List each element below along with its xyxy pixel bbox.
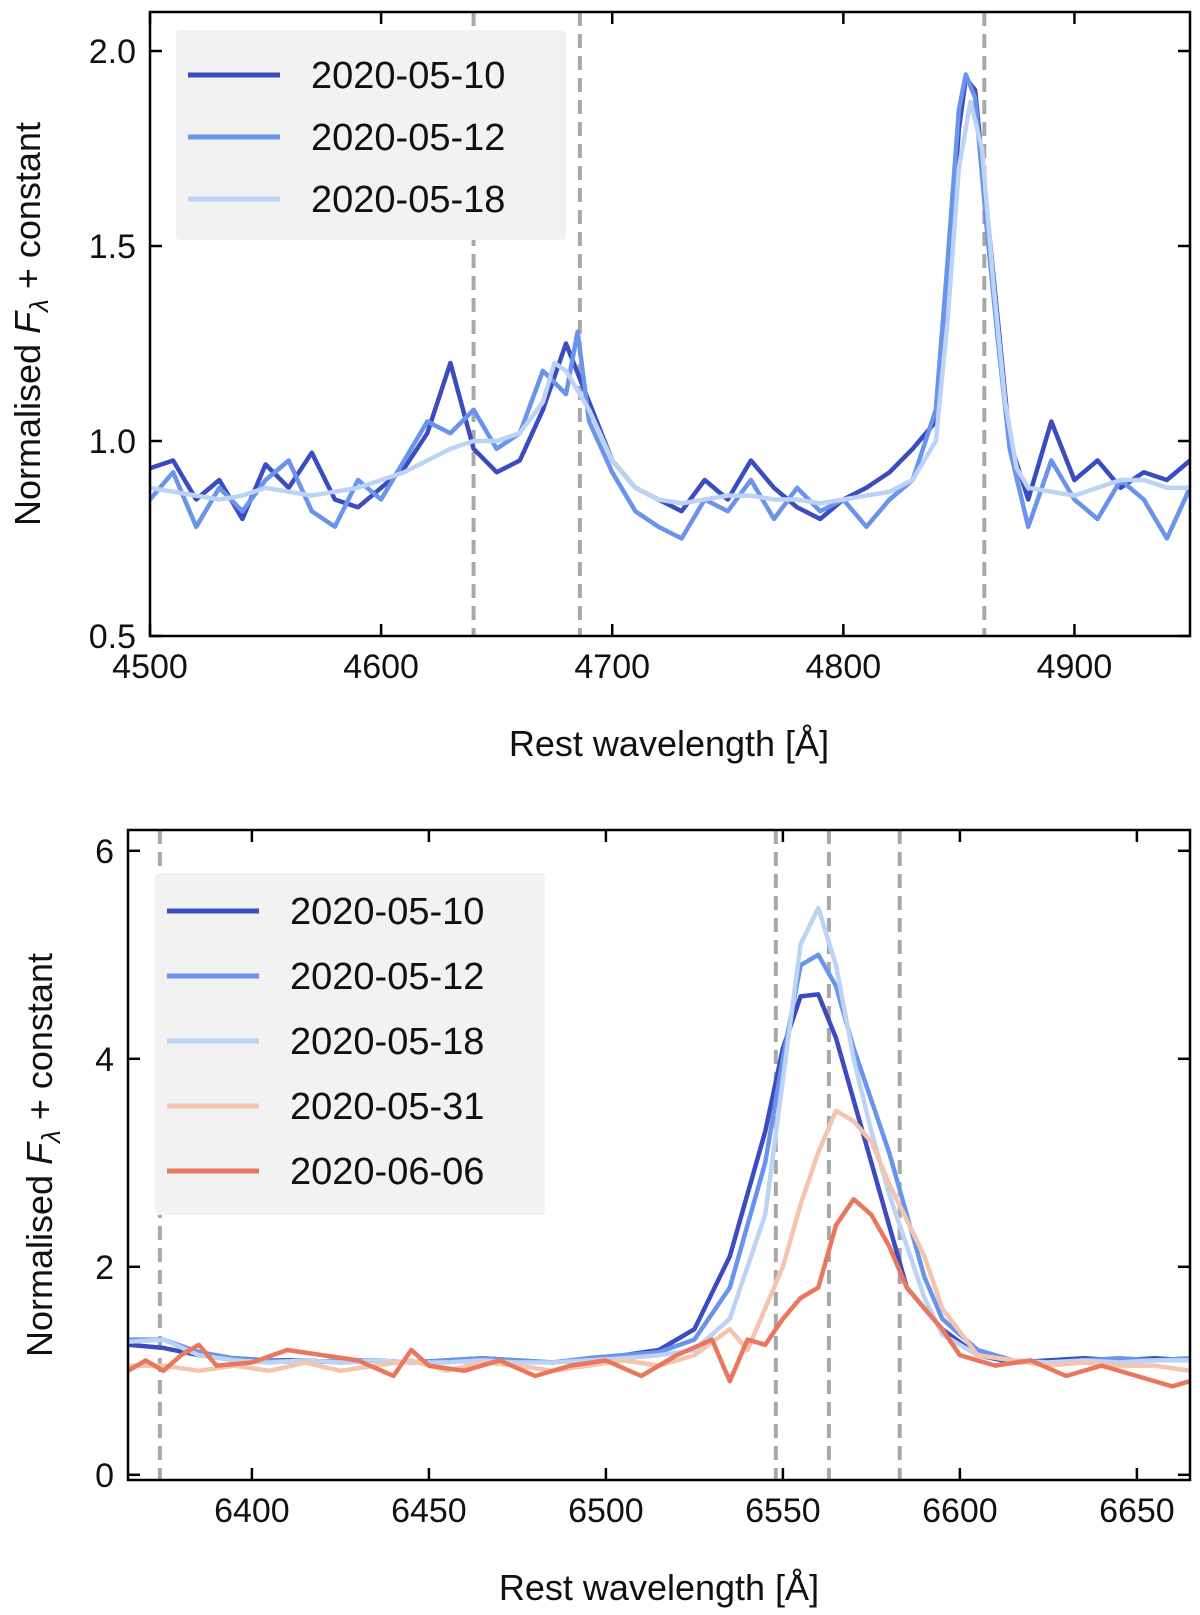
x-tick-label: 4800 [806, 648, 882, 686]
legend-label: 2020-05-10 [311, 55, 505, 97]
legend-label: 2020-05-31 [290, 1086, 484, 1128]
legend-label: 2020-05-18 [290, 1021, 484, 1063]
series-line-2020-05-18 [150, 99, 1190, 506]
ticks-bottom: 6400 6450 6500 6550 6600 6650 0 2 4 6 [95, 830, 1190, 1530]
legend-label: 2020-06-06 [290, 1151, 484, 1193]
vlines-bottom [157, 830, 902, 1480]
legend-label: 2020-05-12 [290, 956, 484, 998]
legend-label: 2020-05-18 [311, 179, 505, 221]
vlines-top [471, 12, 987, 636]
legend-box-top [176, 30, 566, 240]
x-tick-label: 6400 [214, 1492, 290, 1530]
plot-frame-top [148, 10, 1192, 638]
y-tick-label: 1.5 [89, 228, 136, 266]
y-tick-label: 4 [95, 1041, 114, 1079]
legend-bottom: 2020-05-10 2020-05-12 2020-05-18 2020-05-31… [155, 873, 545, 1215]
legend-label: 2020-05-12 [311, 117, 505, 159]
ticks-top: 4500 4600 4700 4800 4900 0.5 1.0 1.5 2.0 [89, 12, 1190, 686]
plot-frame-bottom [126, 828, 1192, 1482]
x-tick-label: 4600 [343, 648, 419, 686]
x-tick-label: 6550 [745, 1492, 821, 1530]
series-line-2020-05-31 [128, 1108, 1190, 1374]
x-axis-title-bottom: Rest wavelength [Å] [499, 1567, 819, 1608]
x-axis-title-top: Rest wavelength [Å] [509, 723, 829, 764]
series-top [150, 72, 1190, 541]
series-line-2020-06-06 [128, 1196, 1190, 1389]
spectrum-panel-bottom: 6400 6450 6500 6550 6600 6650 0 2 4 6 Rest wavele… [19, 828, 1192, 1608]
x-tick-label: 4700 [574, 648, 650, 686]
x-tick-label: 6650 [1099, 1492, 1175, 1530]
x-tick-label: 4500 [112, 648, 188, 686]
y-tick-label: 0.5 [89, 618, 136, 656]
x-tick-label: 6450 [391, 1492, 467, 1530]
x-tick-label: 4900 [1037, 648, 1113, 686]
legend-box-bottom [155, 873, 545, 1215]
y-tick-label: 0 [95, 1457, 114, 1495]
x-tick-label: 6600 [922, 1492, 998, 1530]
y-tick-label: 2.0 [89, 33, 136, 71]
spectrum-panel-top: 4500 4600 4700 4800 4900 0.5 1.0 1.5 2.0 Rest wa… [7, 10, 1192, 764]
legend-label: 2020-05-10 [290, 891, 484, 933]
y-axis-title-bottom: Normalised Fλ + constant [19, 953, 66, 1357]
y-tick-label: 6 [95, 833, 114, 871]
legend-top: 2020-05-10 2020-05-12 2020-05-18 [176, 30, 566, 240]
y-axis-title-top: Normalised Fλ + constant [7, 122, 54, 526]
y-tick-label: 2 [95, 1249, 114, 1287]
series-bottom [128, 905, 1190, 1389]
x-tick-label: 6500 [568, 1492, 644, 1530]
y-tick-label: 1.0 [89, 423, 136, 461]
